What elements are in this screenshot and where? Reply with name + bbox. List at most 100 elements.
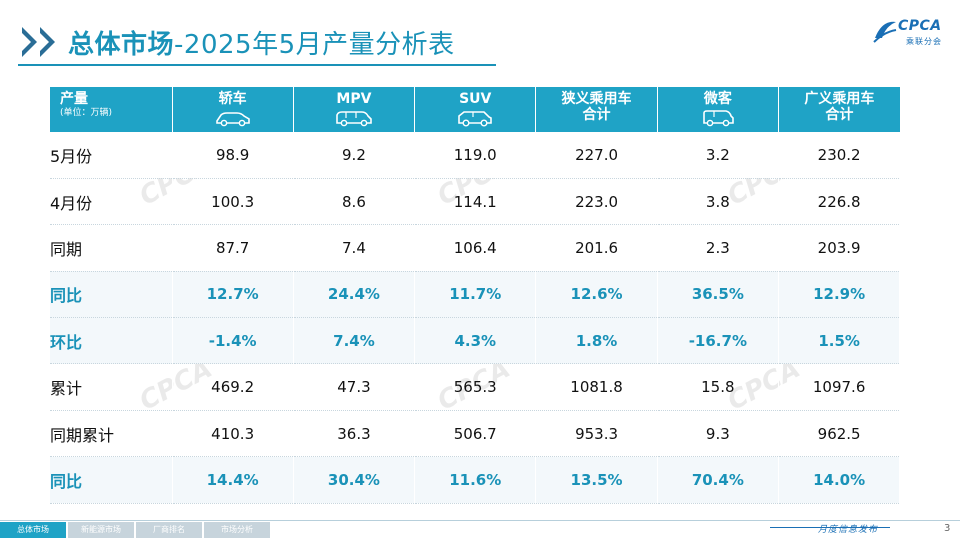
table-cell: 506.7 [414,410,537,458]
table-cell: 36.3 [293,410,416,458]
table-cell: 1.5% [778,317,901,365]
footer-arrow-line [770,527,890,528]
table-cell: 14.0% [778,456,901,504]
table-cell: -16.7% [657,317,779,365]
table-cell: 8.6 [293,178,416,226]
table-cell: 114.1 [414,178,537,226]
table-row: 同期累计 410.3 36.3 506.7 953.3 9.3 962.5 [50,410,901,458]
table-cell: 7.4% [293,317,416,365]
table-cell: 36.5% [657,271,779,319]
title-underline [18,64,496,66]
slide-title: 总体市场-2025年5月产量分析表 [68,24,455,61]
table-cell: -1.4% [172,317,294,365]
suv-icon [458,111,493,127]
table-cell: 223.0 [535,178,658,226]
table-cell: 227.0 [535,132,658,179]
double-chevron-icon [18,25,62,59]
table-cell: 3.2 [657,132,779,179]
table-cell: 119.0 [414,132,537,179]
table-row: 累计 469.2 47.3 565.3 1081.8 15.8 1097.6 [50,363,901,411]
table-cell: 24.4% [293,271,416,319]
table-cell: 12.7% [172,271,294,319]
table-cell: 13.5% [535,456,658,504]
mpv-icon [336,111,372,127]
table-cell: 201.6 [535,224,658,272]
row-label: 4月份 [50,178,173,226]
table-cell: 11.6% [414,456,537,504]
table-cell: 410.3 [172,410,294,458]
unit-label: (单位：万辆) [60,108,113,118]
table-row: 同比 14.4% 30.4% 11.6% 13.5% 70.4% 14.0% [50,456,901,504]
table-cell: 15.8 [657,363,779,411]
header-suv: SUV [414,87,537,132]
table-cell: 4.3% [414,317,537,365]
minivan-icon [703,110,734,127]
table-cell: 226.8 [778,178,901,226]
header-narrow-passenger-total: 狭义乘用车 合计 [535,87,658,132]
table-cell: 87.7 [172,224,294,272]
table-cell: 12.9% [778,271,901,319]
table-row: 同期 87.7 7.4 106.4 201.6 2.3 203.9 [50,224,901,272]
table-cell: 7.4 [293,224,416,272]
table-row: 4月份 100.3 8.6 114.1 223.0 3.8 226.8 [50,178,901,226]
footer-tab[interactable]: 新能源市场 [68,522,134,538]
header-label: MPV [336,91,372,107]
footer-tab[interactable]: 厂商排名 [136,522,202,538]
table-cell: 3.8 [657,178,779,226]
cpca-emblem-icon [873,21,897,43]
production-table: 产量 (单位：万辆) 轿车 MPV [50,87,901,504]
table-cell: 12.6% [535,271,658,319]
table-cell: 1.8% [535,317,658,365]
table-cell: 2.3 [657,224,779,272]
header-label-line2: 合计 [825,107,854,123]
slide-title-bar: 总体市场-2025年5月产量分析表 [18,22,455,62]
header-label: 轿车 [218,91,247,107]
table-cell: 469.2 [172,363,294,411]
logo-text: CPCA [898,18,942,34]
table-cell: 9.2 [293,132,416,179]
table-row: 环比 -1.4% 7.4% 4.3% 1.8% -16.7% 1.5% [50,317,901,365]
slide-footer: 总体市场 新能源市场 厂商排名 市场分析 月度信息发布 3 [0,520,960,540]
header-sedan: 轿车 [172,87,294,132]
table-cell: 70.4% [657,456,779,504]
title-rest: -2025年5月产量分析表 [174,29,455,60]
table-cell: 962.5 [778,410,901,458]
header-corner-label: 产量 [60,91,88,107]
table-cell: 47.3 [293,363,416,411]
footer-caption: 月度信息发布 [818,525,879,535]
row-label: 环比 [50,317,173,365]
table-cell: 953.3 [535,410,658,458]
table-cell: 230.2 [778,132,901,179]
table-cell: 14.4% [172,456,294,504]
row-label: 同比 [50,456,173,504]
table-cell: 1097.6 [778,363,901,411]
page-number: 3 [944,523,951,534]
sedan-icon [215,112,250,127]
footer-tab[interactable]: 总体市场 [0,522,66,538]
table-header-row: 产量 (单位：万辆) 轿车 MPV [50,87,900,132]
table-cell: 11.7% [414,271,537,319]
table-cell: 565.3 [414,363,537,411]
table-cell: 9.3 [657,410,779,458]
header-corner: 产量 (单位：万辆) [50,87,173,132]
table-cell: 106.4 [414,224,537,272]
table-cell: 30.4% [293,456,416,504]
table-cell: 203.9 [778,224,901,272]
table-body: 5月份 98.9 9.2 119.0 227.0 3.2 230.2 4月份 100.3 8.6 1… [50,132,901,504]
table-cell: 1081.8 [535,363,658,411]
row-label: 同期 [50,224,173,272]
row-label: 累计 [50,363,173,411]
cpca-logo: CPCA 乘联分会 [872,16,946,50]
footer-divider [0,520,960,521]
footer-tabs: 总体市场 新能源市场 厂商排名 市场分析 [0,522,272,538]
header-label: 狭义乘用车 [561,91,632,107]
row-label: 5月份 [50,132,173,179]
footer-tab[interactable]: 市场分析 [204,522,270,538]
header-label: SUV [459,91,492,107]
header-label-line2: 合计 [582,107,611,123]
header-broad-passenger-total: 广义乘用车 合计 [778,87,900,132]
table-cell: 100.3 [172,178,294,226]
table-row: 5月份 98.9 9.2 119.0 227.0 3.2 230.2 [50,132,901,179]
table-row: 同比 12.7% 24.4% 11.7% 12.6% 36.5% 12.9% [50,271,901,319]
header-label: 微客 [703,91,732,107]
